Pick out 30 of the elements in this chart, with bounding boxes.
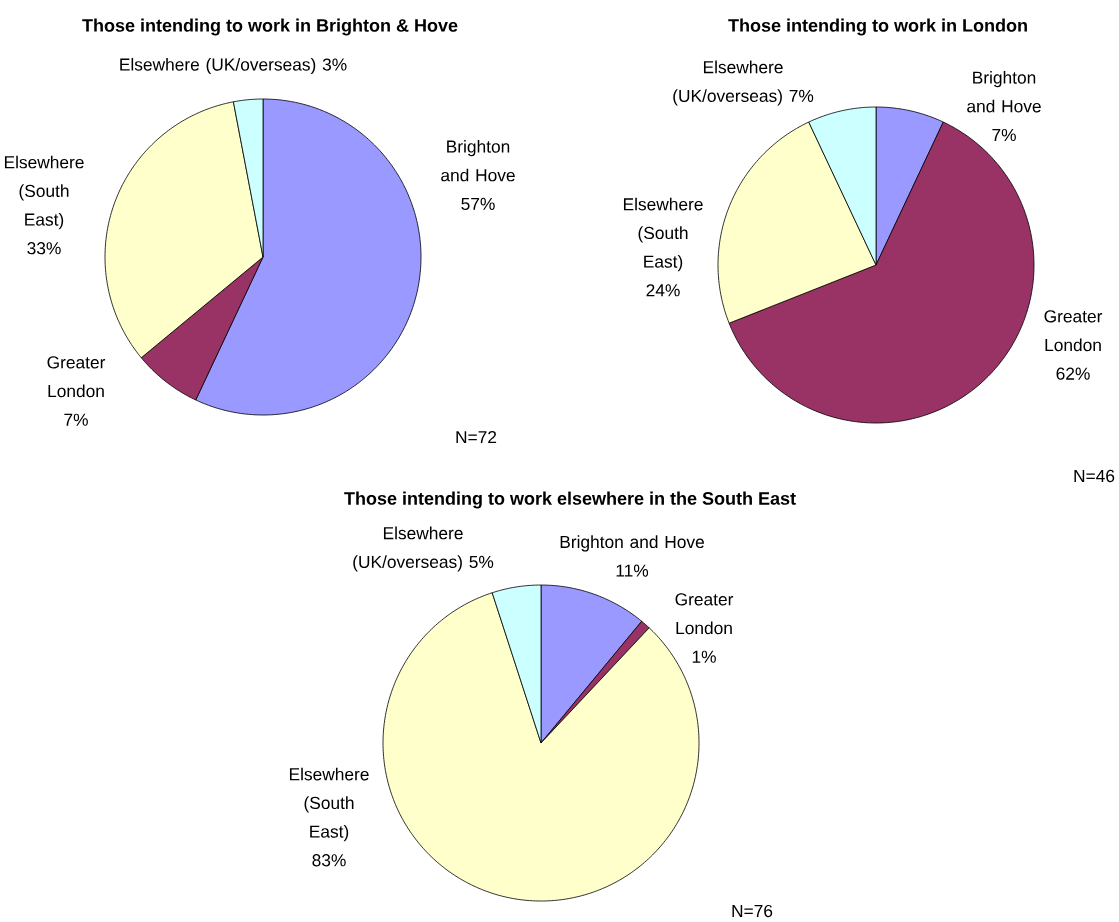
slice-label: Elsewhere (South East) (4, 155, 84, 230)
slice-label: Brighton and Hove (967, 71, 1041, 113)
chart-title: Those intending to work in Brighton & Hove (82, 18, 458, 36)
slice-label: Elsewhere (UK/overseas) (353, 526, 463, 572)
data-label: 33% (27, 242, 61, 255)
data-label: 7% (64, 413, 88, 426)
slice-label: Greater London (47, 356, 106, 398)
text: N=76 (732, 904, 773, 918)
data-label: 62% (1056, 367, 1090, 380)
slice-label: Elsewhere (South East) (289, 767, 369, 842)
slice-label: Elsewhere (UK/overseas) (673, 60, 783, 106)
data-label: 7% (789, 89, 814, 102)
data-label: 3% (322, 58, 347, 71)
chart-title: Those intending to work elsewhere in the South East (344, 491, 796, 509)
data-label: 11% (616, 564, 649, 577)
data-label: 83% (312, 854, 346, 867)
slice-label: Elsewhere (South East) (623, 197, 703, 272)
slice-label: Greater London (675, 593, 734, 635)
chart-title: Those intending to work in London (728, 18, 1027, 36)
slice-label: Brighton and Hove (560, 535, 704, 552)
data-label: 5% (469, 555, 494, 569)
data-label: 57% (461, 197, 495, 211)
slice-label: Greater London (1044, 310, 1103, 352)
text: N=72 (456, 430, 497, 444)
data-label: 24% (646, 284, 680, 297)
slice-label: Brighton and Hove (441, 139, 515, 182)
data-label: 1% (692, 650, 716, 663)
data-label: 7% (992, 128, 1016, 142)
slice-label: Elsewhere (UK/overseas) (120, 57, 316, 75)
text: N=46 (1074, 469, 1115, 483)
